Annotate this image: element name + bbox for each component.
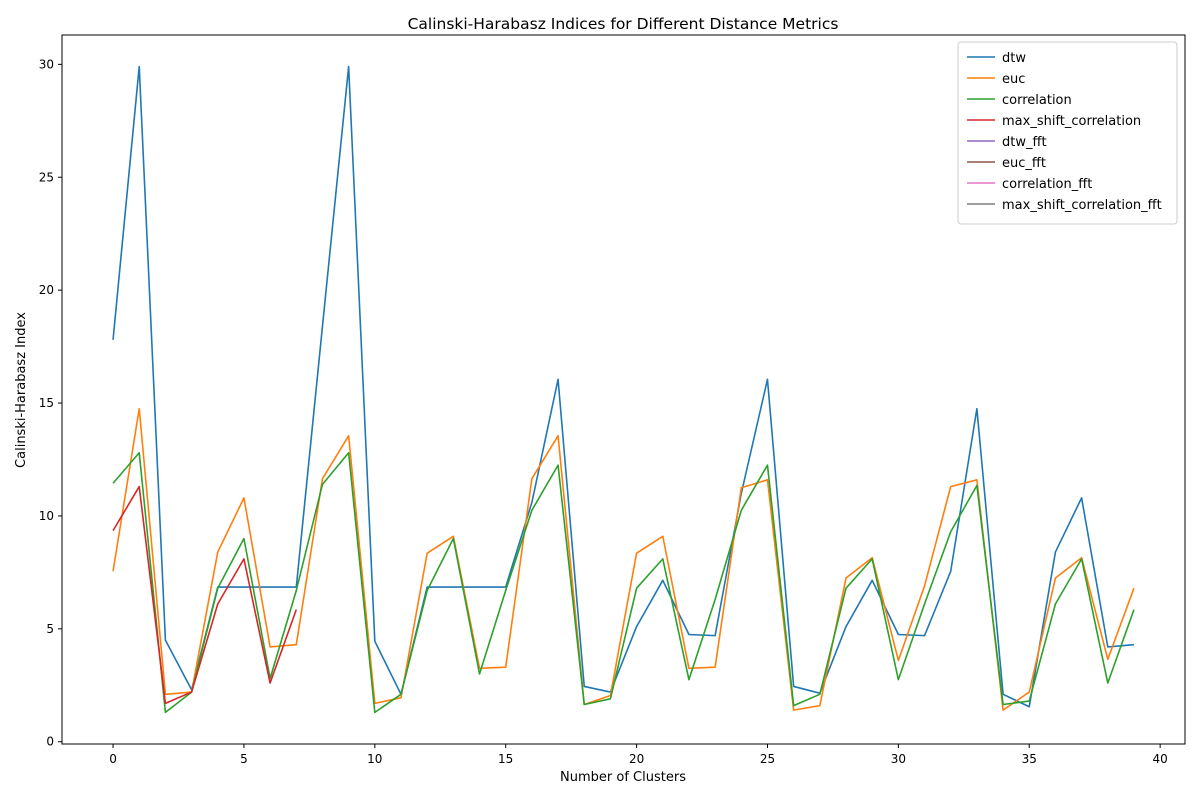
legend-label-max_shift_correlation: max_shift_correlation [1002, 114, 1141, 129]
chart-title: Calinski-Harabasz Indices for Different … [408, 15, 839, 33]
y-tick-label: 15 [39, 396, 54, 410]
series-line-dtw [112, 65, 1135, 708]
legend-label-max_shift_correlation_fft: max_shift_correlation_fft [1002, 198, 1162, 213]
y-tick-label: 0 [46, 735, 54, 749]
x-tick-label: 25 [760, 752, 775, 766]
y-tick-label: 5 [46, 622, 54, 636]
series-line-max_shift_correlation [112, 485, 298, 705]
x-tick-label: 15 [498, 752, 513, 766]
y-tick-label: 10 [39, 509, 54, 523]
legend-box [957, 41, 1178, 225]
y-tick-label: 20 [39, 283, 54, 297]
x-tick-label: 30 [891, 752, 906, 766]
legend-label-correlation_fft: correlation_fft [1002, 177, 1092, 192]
y-tick-label: 25 [39, 170, 54, 184]
legend-label-euc_fft: euc_fft [1002, 156, 1046, 171]
legend: dtw euc correlation max_shift_correlationdt… [957, 41, 1178, 225]
plot-area [112, 65, 1135, 714]
series-line-correlation [112, 451, 1135, 714]
x-tick-label: 40 [1152, 752, 1167, 766]
legend-label-dtw: dtw [1002, 51, 1026, 66]
x-axis-title: Number of Clusters [560, 770, 686, 785]
x-tick-label: 20 [629, 752, 644, 766]
y-axis-title: Calinski-Harabasz Index [14, 312, 29, 468]
x-tick-label: 0 [109, 752, 117, 766]
axis-ticks: 0 5 10 15 20 25 30 35 40 0 5 10 15 20 25 30 [39, 57, 1168, 766]
legend-label-dtw_fft: dtw_fft [1002, 135, 1047, 150]
x-tick-label: 10 [367, 752, 382, 766]
y-tick-label: 30 [39, 57, 54, 71]
x-tick-label: 35 [1022, 752, 1037, 766]
legend-label-correlation: correlation [1002, 93, 1072, 108]
axes-frame [61, 34, 1186, 745]
x-tick-label: 5 [240, 752, 248, 766]
legend-label-euc: euc [1002, 72, 1025, 87]
